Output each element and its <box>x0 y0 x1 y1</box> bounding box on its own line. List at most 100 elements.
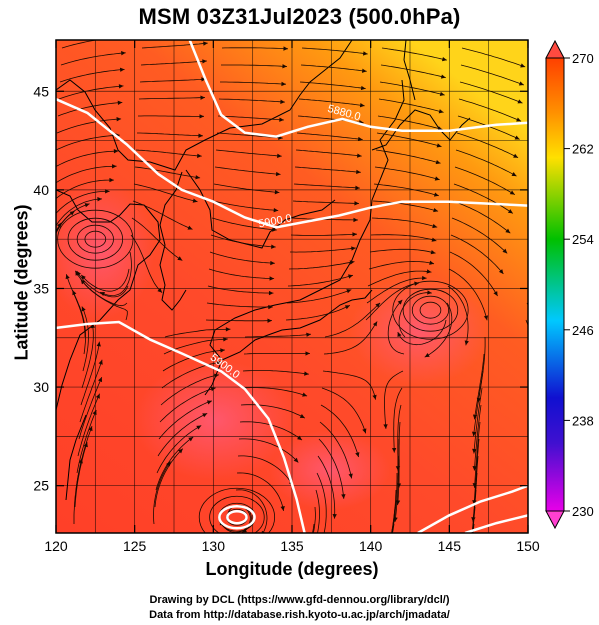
streamline <box>369 248 436 254</box>
streamline <box>448 268 488 321</box>
streamline-arrow <box>570 280 574 285</box>
streamline-arrow <box>166 461 171 467</box>
streamline-arrow <box>359 103 365 108</box>
streamline-arrow <box>424 353 430 358</box>
streamline <box>131 217 183 261</box>
streamline <box>210 234 276 248</box>
streamline-arrow <box>584 200 589 205</box>
streamline <box>81 306 89 372</box>
streamline <box>164 328 231 338</box>
streamline-arrow <box>283 46 288 51</box>
streamline <box>80 279 128 321</box>
streamline-arrow <box>516 117 522 122</box>
streamline <box>220 81 287 85</box>
x-tick-label: 125 <box>123 538 147 554</box>
streamline <box>133 183 198 203</box>
streamline-arrow <box>275 171 281 177</box>
streamline <box>56 190 110 214</box>
streamline <box>73 458 83 524</box>
streamline-arrow <box>188 436 194 442</box>
streamline-arrow <box>554 585 558 590</box>
streamline-arrow <box>78 458 83 464</box>
streamline <box>56 165 117 184</box>
streamline <box>217 115 284 121</box>
streamline <box>397 439 400 506</box>
streamline-arrow <box>98 377 103 383</box>
streamline-arrow <box>210 386 216 392</box>
streamline <box>162 349 225 372</box>
streamline <box>387 299 405 355</box>
streamline <box>56 150 119 167</box>
streamline-arrow <box>567 483 571 488</box>
streamline-arrow <box>310 549 314 554</box>
streamline <box>461 47 526 68</box>
streamline <box>244 333 311 338</box>
streamline-arrow <box>357 136 363 142</box>
streamline-arrow <box>268 290 274 296</box>
streamline-arrow <box>293 457 299 463</box>
streamline <box>324 302 381 338</box>
colorbar-tick-label: 246 <box>572 323 594 338</box>
streamline <box>132 200 193 230</box>
streamline <box>241 387 308 397</box>
x-tick-label: 130 <box>202 538 226 554</box>
streamline-arrow <box>282 64 287 69</box>
x-tick-label: 150 <box>516 538 540 554</box>
streamline <box>237 455 294 486</box>
streamline-arrow <box>386 550 390 555</box>
streamline <box>158 400 213 440</box>
streamline-arrow <box>518 81 524 86</box>
colorbar-min-arrow <box>545 510 565 530</box>
streamline <box>473 387 483 454</box>
streamline-arrow <box>75 270 80 276</box>
streamline <box>452 200 511 234</box>
streamline-arrow <box>375 302 381 308</box>
streamline <box>373 183 439 197</box>
streamline-arrow <box>441 56 447 62</box>
streamline <box>455 149 517 177</box>
streamline <box>379 81 445 96</box>
streamline <box>321 387 367 434</box>
streamline <box>285 305 351 321</box>
streamline <box>472 506 476 533</box>
streamline-arrow <box>56 222 62 228</box>
streamline-arrow <box>565 300 569 305</box>
streamline <box>450 234 504 275</box>
streamline <box>135 149 202 157</box>
streamline-arrow <box>375 582 379 587</box>
streamline-arrow <box>433 192 439 197</box>
vortex-ring <box>67 217 124 261</box>
streamline-arrow <box>299 414 305 419</box>
streamline <box>160 374 219 406</box>
streamline-arrow <box>505 228 511 234</box>
y-tick-label: 40 <box>33 182 49 198</box>
streamline-arrow <box>277 153 282 158</box>
streamline <box>301 47 368 55</box>
streamline-arrow <box>297 435 302 441</box>
vortex-ring <box>76 224 114 254</box>
streamline-arrow <box>44 254 48 259</box>
streamline-arrow <box>88 426 93 432</box>
streamline-arrow <box>65 274 70 280</box>
streamline <box>159 387 216 423</box>
streamline-arrow <box>509 190 515 195</box>
streamline <box>81 323 94 389</box>
vortex-ring <box>411 295 450 325</box>
streamline <box>371 217 438 228</box>
x-tick-label: 140 <box>359 538 383 554</box>
colorbar-max-arrow <box>545 39 565 59</box>
x-tick-label: 145 <box>438 538 462 554</box>
streamline-arrow <box>83 442 88 448</box>
x-tick-label: 135 <box>280 538 304 554</box>
streamline <box>130 234 163 293</box>
streamline-arrow <box>84 203 90 208</box>
streamline-arrow <box>177 256 183 261</box>
streamline-arrow <box>97 196 102 202</box>
streamline-arrow <box>397 331 402 337</box>
streamline <box>286 289 352 304</box>
streamline <box>317 455 336 519</box>
streamline <box>209 251 275 264</box>
contour-ring <box>218 504 256 530</box>
streamline-arrow <box>353 217 358 223</box>
